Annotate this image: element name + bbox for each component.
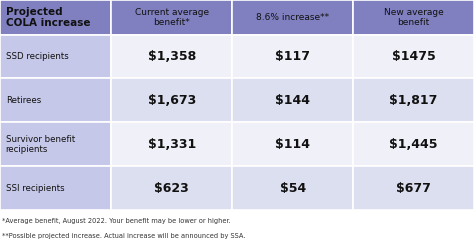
FancyBboxPatch shape bbox=[232, 122, 353, 166]
Text: Retirees: Retirees bbox=[6, 96, 41, 105]
FancyBboxPatch shape bbox=[232, 0, 353, 35]
Text: **Possible projected increase. Actual increase will be announced by SSA.: **Possible projected increase. Actual in… bbox=[2, 233, 246, 239]
FancyBboxPatch shape bbox=[353, 0, 474, 35]
FancyBboxPatch shape bbox=[232, 35, 353, 78]
Text: $1,445: $1,445 bbox=[389, 138, 438, 151]
FancyBboxPatch shape bbox=[232, 166, 353, 210]
Text: $1,358: $1,358 bbox=[148, 50, 196, 63]
Text: $117: $117 bbox=[275, 50, 310, 63]
Text: SSI recipients: SSI recipients bbox=[6, 184, 64, 193]
Text: Current average
benefit*: Current average benefit* bbox=[135, 8, 209, 27]
Text: Projected
COLA increase: Projected COLA increase bbox=[6, 6, 90, 28]
FancyBboxPatch shape bbox=[0, 0, 111, 35]
FancyBboxPatch shape bbox=[111, 35, 232, 78]
Text: $1,331: $1,331 bbox=[148, 138, 196, 151]
FancyBboxPatch shape bbox=[0, 122, 111, 166]
FancyBboxPatch shape bbox=[353, 78, 474, 122]
FancyBboxPatch shape bbox=[0, 35, 111, 78]
FancyBboxPatch shape bbox=[111, 0, 232, 35]
FancyBboxPatch shape bbox=[0, 78, 111, 122]
FancyBboxPatch shape bbox=[232, 78, 353, 122]
FancyBboxPatch shape bbox=[353, 166, 474, 210]
FancyBboxPatch shape bbox=[353, 35, 474, 78]
Text: $144: $144 bbox=[275, 94, 310, 107]
Text: *Average benefit, August 2022. Your benefit may be lower or higher.: *Average benefit, August 2022. Your bene… bbox=[2, 218, 231, 224]
Text: $1475: $1475 bbox=[392, 50, 436, 63]
FancyBboxPatch shape bbox=[111, 122, 232, 166]
Text: $54: $54 bbox=[280, 182, 306, 195]
Text: 8.6% increase**: 8.6% increase** bbox=[256, 13, 329, 22]
Text: $114: $114 bbox=[275, 138, 310, 151]
Text: $1,673: $1,673 bbox=[148, 94, 196, 107]
FancyBboxPatch shape bbox=[111, 166, 232, 210]
Text: $623: $623 bbox=[155, 182, 189, 195]
FancyBboxPatch shape bbox=[111, 78, 232, 122]
Text: New average
benefit: New average benefit bbox=[383, 8, 444, 27]
FancyBboxPatch shape bbox=[353, 122, 474, 166]
FancyBboxPatch shape bbox=[0, 166, 111, 210]
Text: SSD recipients: SSD recipients bbox=[6, 52, 68, 61]
Text: Survivor benefit
recipients: Survivor benefit recipients bbox=[6, 135, 75, 154]
Text: $1,817: $1,817 bbox=[389, 94, 438, 107]
Text: $677: $677 bbox=[396, 182, 431, 195]
